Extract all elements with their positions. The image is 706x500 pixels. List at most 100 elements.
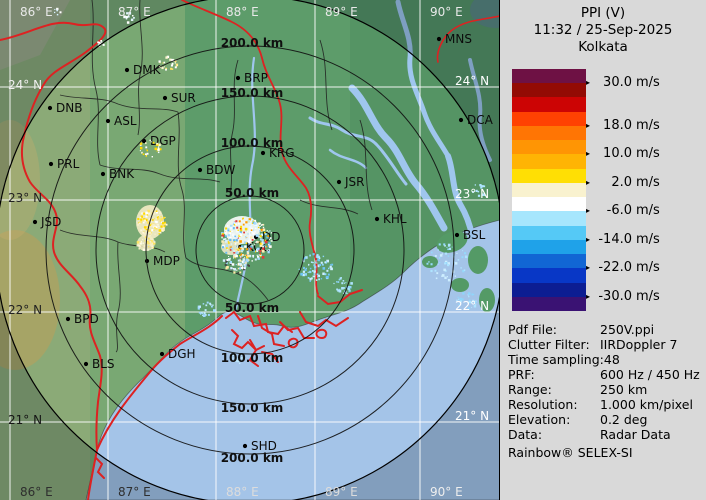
- tick-unit: m/s: [636, 75, 660, 91]
- echo-speckle: [454, 275, 456, 277]
- echo-speckle: [230, 357, 233, 360]
- echo-speckle: [443, 243, 446, 246]
- echo-speckle: [309, 270, 312, 274]
- legend-tick: ▸ 30.0 m/s: [586, 74, 660, 92]
- city-label: BSL: [463, 228, 486, 242]
- echo-speckle: [240, 266, 244, 269]
- echo-speckle: [256, 247, 260, 251]
- city-dot: [32, 219, 38, 225]
- echo-speckle: [236, 226, 239, 229]
- echo-speckle: [228, 253, 230, 255]
- echo-speckle: [237, 246, 239, 248]
- city-dot: [336, 179, 342, 185]
- echo-speckle: [266, 236, 269, 239]
- echo-speckle: [316, 273, 319, 276]
- echo-speckle: [163, 61, 166, 64]
- product-title: PPI (V): [580, 5, 626, 21]
- echo-speckle: [264, 240, 268, 244]
- range-ring-label-top: 150.0 km: [221, 86, 284, 100]
- echo-speckle: [270, 232, 273, 234]
- echo-speckle: [140, 147, 143, 150]
- lon-label-top: 87° E: [118, 5, 151, 19]
- echo-speckle: [229, 257, 231, 260]
- echo-speckle: [250, 245, 253, 248]
- echo-speckle: [310, 277, 313, 280]
- echo-speckle: [151, 229, 154, 232]
- city-label: BNK: [109, 167, 135, 181]
- echo-speckle: [246, 235, 247, 237]
- echo-speckle: [346, 292, 348, 295]
- echo-speckle: [155, 228, 157, 230]
- echo-speckle: [258, 233, 260, 235]
- echo-speckle: [164, 221, 166, 224]
- echo-speckle: [142, 219, 144, 221]
- echo-speckle: [231, 233, 235, 237]
- echo-speckle: [237, 259, 240, 262]
- range-ring-label-top: 50.0 km: [225, 186, 279, 200]
- echo-speckle: [468, 292, 471, 295]
- tick-unit: m/s: [636, 174, 660, 190]
- city-dot: [458, 117, 464, 123]
- echo-speckle: [260, 242, 264, 246]
- echo-speckle: [237, 357, 240, 360]
- echo-speckle: [257, 257, 260, 260]
- echo-speckle: [437, 263, 439, 265]
- legend-tick: ▸ 18.0 m/s: [586, 117, 660, 135]
- echo-speckle: [235, 264, 237, 266]
- echo-speckle: [165, 68, 167, 71]
- echo-speckle: [249, 240, 252, 242]
- echo-speckle: [469, 299, 471, 301]
- echo-speckle: [245, 254, 248, 257]
- echo-speckle: [474, 184, 476, 186]
- echo-speckle: [264, 245, 266, 247]
- echo-speckle: [441, 274, 445, 277]
- echo-speckle: [226, 248, 229, 250]
- echo-speckle: [447, 248, 449, 251]
- echo-speckle: [336, 288, 339, 291]
- echo-speckle: [479, 184, 482, 187]
- echo-speckle: [229, 261, 232, 264]
- echo-speckle: [328, 267, 330, 270]
- echo-speckle: [157, 215, 159, 217]
- echo-speckle: [447, 263, 450, 267]
- echo-speckle: [142, 153, 145, 156]
- echo-speckle: [312, 261, 314, 264]
- city-dot: [436, 36, 442, 42]
- echo-speckle: [350, 282, 353, 285]
- lat-label-right: 24° N: [455, 74, 489, 88]
- echo-speckle: [143, 212, 146, 215]
- city-label: JSR: [344, 175, 365, 189]
- echo-speckle: [261, 224, 263, 226]
- echo-speckle: [327, 273, 330, 276]
- echo-speckle: [150, 221, 153, 223]
- echo-speckle: [139, 242, 142, 245]
- echo-speckle: [300, 272, 303, 276]
- lat-label-right: 23° N: [455, 187, 489, 201]
- echo-speckle: [242, 234, 245, 237]
- echo-speckle: [235, 243, 237, 245]
- echo-speckle: [256, 254, 258, 257]
- info-label: Pdf File:: [508, 322, 557, 337]
- echo-speckle: [254, 234, 256, 236]
- echo-speckle: [222, 259, 226, 262]
- echo-speckle: [447, 255, 450, 257]
- echo-speckle: [142, 231, 145, 234]
- info-label: Resolution:: [508, 397, 578, 412]
- velocity-colorbar: [512, 69, 586, 311]
- city-dot: [105, 118, 111, 124]
- echo-speckle: [251, 219, 253, 221]
- echo-speckle: [128, 12, 132, 15]
- echo-speckle: [246, 237, 248, 240]
- echo-speckle: [244, 254, 247, 257]
- echo-speckle: [225, 267, 228, 270]
- echo-speckle: [146, 241, 149, 244]
- echo-speckle: [241, 358, 244, 360]
- tick-unit: m/s: [636, 231, 660, 247]
- echo-speckle: [344, 290, 346, 292]
- tick-value: -22.0: [598, 260, 632, 276]
- echo-speckle: [156, 210, 158, 212]
- echo-speckle: [143, 232, 146, 235]
- echo-speckle: [435, 255, 437, 257]
- echo-speckle: [150, 141, 152, 143]
- state-borders-red: [0, 0, 500, 500]
